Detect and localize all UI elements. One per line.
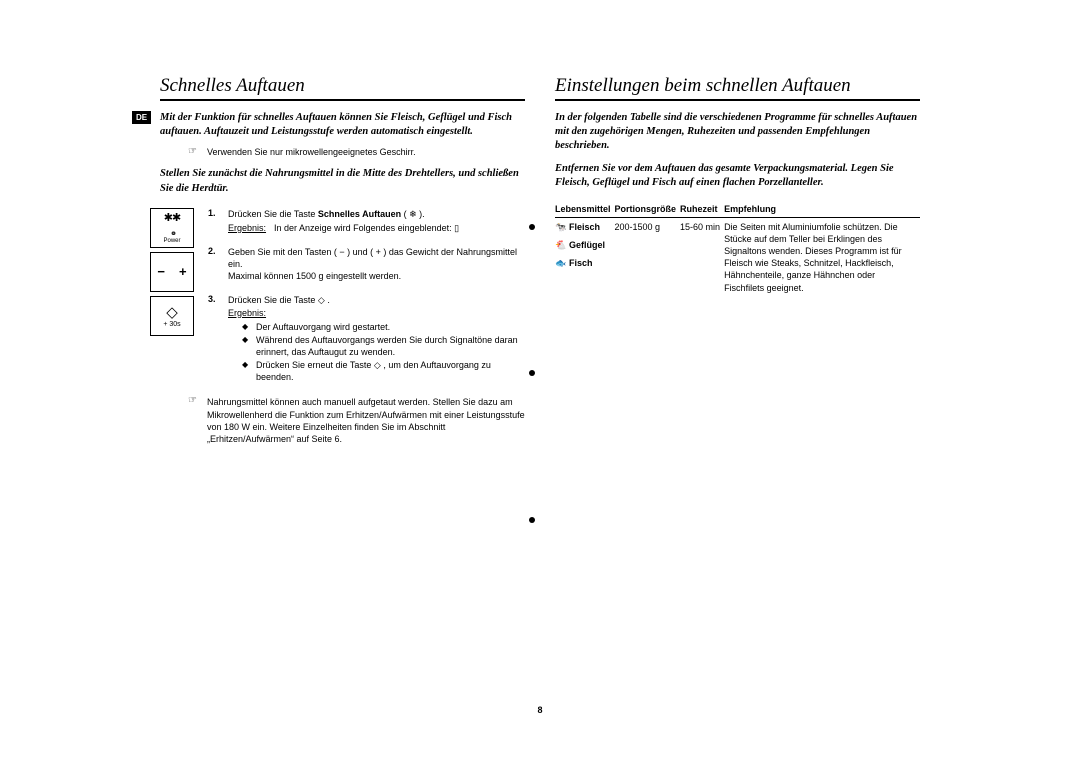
right-title: Einstellungen beim schnellen Auftauen bbox=[555, 75, 920, 101]
pointing-hand-icon: ☞ bbox=[188, 396, 197, 445]
manual-defrost-footnote: ☞ Nahrungsmittel können auch manuell auf… bbox=[188, 396, 525, 445]
fish-icon: 🐟 bbox=[555, 257, 569, 269]
usage-note: ☞ Verwenden Sie nur mikrowellengeeignete… bbox=[188, 147, 525, 157]
start-30s-button: ◇ + 30s bbox=[150, 296, 194, 336]
poultry-icon: 🐔 bbox=[555, 239, 569, 251]
minus-plus-button: − + bbox=[150, 252, 194, 292]
snowflake-icon: ❄ bbox=[409, 209, 417, 219]
defrost-power-button: ✱✱ ៰៰ Power bbox=[150, 208, 194, 248]
step-2: 2. Geben Sie mit den Tasten ( − ) und ( … bbox=[208, 246, 525, 282]
meat-icon: 🐄 bbox=[555, 221, 569, 233]
left-column: Schnelles Auftauen DE Mit der Funktion f… bbox=[160, 75, 525, 445]
button-panel: ✱✱ ៰៰ Power − + ◇ + 30s bbox=[150, 208, 194, 340]
right-intro2: Entfernen Sie vor dem Auftauen das gesam… bbox=[555, 162, 920, 190]
left-subhead: Stellen Sie zunächst die Nahrungsmittel … bbox=[160, 167, 525, 195]
right-intro: In der folgenden Tabelle sind die versch… bbox=[555, 111, 920, 154]
defrost-settings-table: Lebensmittel Portionsgröße Ruhezeit Empf… bbox=[555, 202, 920, 296]
step-3: 3. Drücken Sie die Taste ◇ . Ergebnis: D… bbox=[208, 294, 525, 384]
pointing-hand-icon: ☞ bbox=[188, 147, 197, 157]
left-intro: Mit der Funktion für schnelles Auftauen … bbox=[160, 111, 525, 139]
language-tag: DE bbox=[132, 111, 151, 124]
note-text: Verwenden Sie nur mikrowellengeeignetes … bbox=[207, 147, 416, 157]
table-row: 🐄Fleisch 🐔Geflügel 🐟Fisch 200-1500 g 15-… bbox=[555, 217, 920, 295]
steps-list: 1. Drücken Sie die Taste Schnelles Aufta… bbox=[208, 208, 525, 385]
page-number: 8 bbox=[0, 705, 1080, 715]
right-column: Einstellungen beim schnellen Auftauen In… bbox=[555, 75, 920, 445]
diamond-icon: ◇ bbox=[318, 295, 325, 305]
display-icon: ▯ bbox=[454, 223, 459, 233]
step-1: 1. Drücken Sie die Taste Schnelles Aufta… bbox=[208, 208, 525, 234]
left-title: Schnelles Auftauen bbox=[160, 75, 525, 101]
